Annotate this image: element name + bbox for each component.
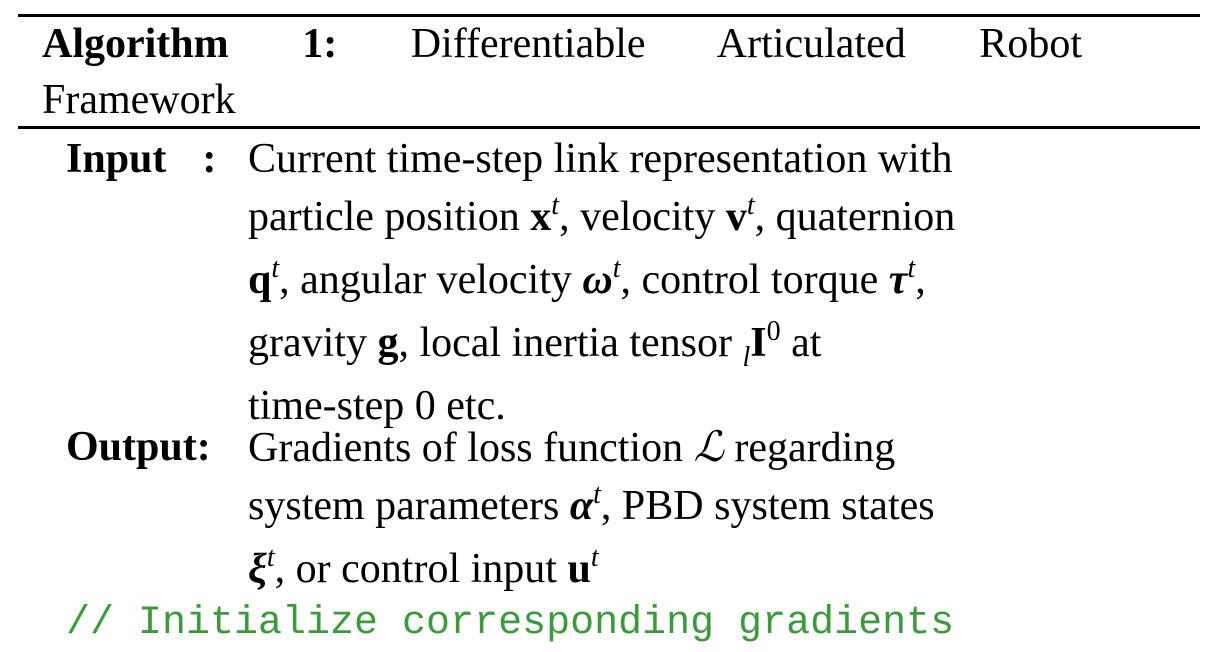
- symbol-v: v: [725, 194, 747, 240]
- algorithm-name: Differentiable Articulated Robot Framewo…: [42, 21, 1082, 123]
- input-label: Input: [66, 136, 167, 182]
- input-line-5: time-step 0 etc.: [248, 383, 506, 429]
- output-line-2: system parameters αt, PBD system states: [248, 479, 935, 529]
- symbol-xi: ξ: [248, 546, 267, 592]
- algorithm-title: Algorithm 1: Differentiable Articulated …: [42, 16, 1082, 128]
- symbol-q: q: [248, 257, 272, 303]
- input-line-3: qt, angular velocity ωt, control torque …: [248, 253, 926, 303]
- symbol-tau: τ: [888, 257, 908, 303]
- algorithm-label: Algorithm 1:: [42, 21, 338, 67]
- symbol-g: g: [377, 320, 399, 366]
- input-separator: :: [202, 136, 217, 182]
- header-rule: [18, 126, 1200, 129]
- output-line-3: ξt, or control input ut: [248, 542, 599, 592]
- symbol-I: I: [750, 320, 767, 366]
- input-label-group: Input:: [66, 130, 216, 188]
- output-label: Output:: [66, 424, 211, 470]
- symbol-alpha: α: [569, 483, 594, 529]
- input-line-4: gravity g, local inertia tensor lI0 at: [248, 316, 822, 373]
- top-rule: [18, 14, 1200, 17]
- code-comment: // Initialize corresponding gradients: [66, 601, 955, 646]
- input-line-2: particle position xt, velocity vt, quate…: [248, 190, 956, 240]
- input-description: Current time-step link representation wi…: [248, 130, 955, 435]
- output-description: Gradients of loss function ℒ regarding s…: [248, 418, 935, 603]
- output-line-1: Gradients of loss function ℒ regarding: [248, 422, 896, 471]
- symbol-x: x: [530, 194, 552, 240]
- symbol-u: u: [567, 546, 591, 592]
- symbol-omega: ω: [582, 257, 613, 303]
- input-line-1: Current time-step link representation wi…: [248, 136, 953, 182]
- symbol-loss: ℒ: [693, 422, 724, 471]
